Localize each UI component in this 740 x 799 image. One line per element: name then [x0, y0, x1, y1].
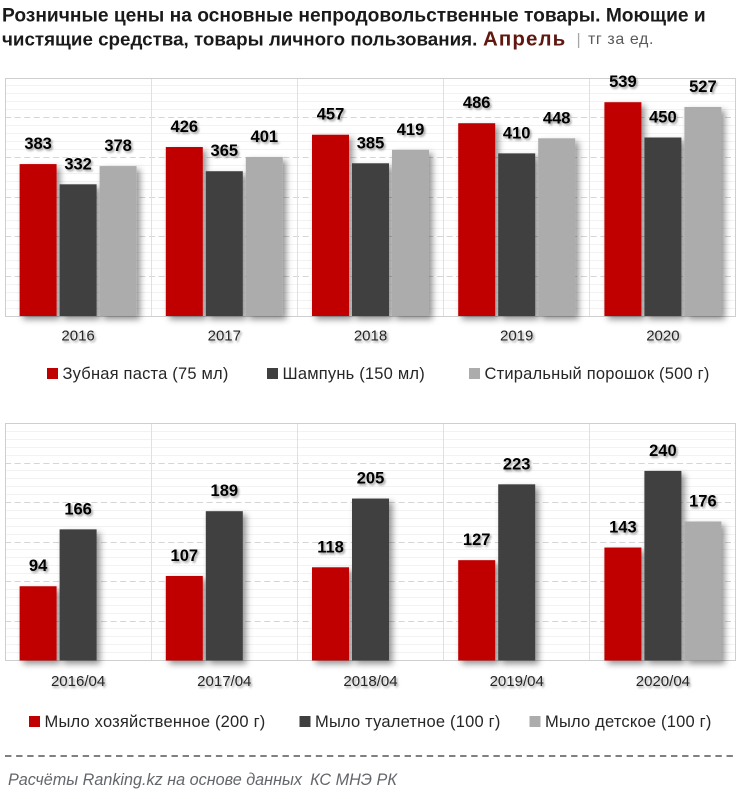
- svg-text:2016: 2016: [61, 328, 94, 345]
- svg-text:|: |: [577, 32, 581, 49]
- svg-text:94: 94: [29, 557, 48, 575]
- svg-text:чистящие средства, товары личн: чистящие средства, товары личного пользо…: [2, 29, 477, 50]
- svg-text:401: 401: [251, 128, 279, 146]
- svg-text:2019: 2019: [500, 328, 533, 345]
- svg-text:166: 166: [64, 500, 92, 518]
- svg-text:2017/04: 2017/04: [197, 673, 251, 690]
- svg-text:тг за ед.: тг за ед.: [588, 31, 654, 48]
- svg-text:2018: 2018: [354, 328, 387, 345]
- svg-text:Шампунь (150 мл): Шампунь (150 мл): [283, 365, 425, 383]
- svg-text:2016/04: 2016/04: [51, 673, 105, 690]
- svg-text:189: 189: [211, 482, 239, 500]
- svg-text:118: 118: [317, 538, 344, 556]
- svg-text:2018/04: 2018/04: [343, 673, 397, 690]
- svg-text:143: 143: [609, 519, 637, 537]
- svg-text:Зубная паста (75 мл): Зубная паста (75 мл): [63, 365, 229, 383]
- svg-text:Мыло хозяйственное (200 г): Мыло хозяйственное (200 г): [45, 713, 266, 731]
- svg-text:Мыло туалетное (100 г): Мыло туалетное (100 г): [315, 713, 501, 731]
- svg-text:457: 457: [317, 106, 345, 124]
- svg-text:205: 205: [357, 470, 385, 488]
- svg-text:Розничные цены на основные неп: Розничные цены на основные непродовольст…: [2, 6, 706, 27]
- svg-text:2020: 2020: [646, 328, 679, 345]
- svg-text:383: 383: [24, 135, 52, 153]
- svg-text:Мыло детское (100 г): Мыло детское (100 г): [545, 713, 712, 731]
- svg-text:378: 378: [104, 137, 132, 155]
- svg-text:240: 240: [649, 442, 677, 460]
- svg-text:Расчёты Ranking.kz на основе д: Расчёты Ranking.kz на основе данных КС М…: [8, 771, 398, 789]
- svg-text:Стиральный порошок (500 г): Стиральный порошок (500 г): [485, 365, 710, 383]
- svg-text:450: 450: [649, 109, 677, 127]
- svg-text:486: 486: [463, 94, 491, 112]
- svg-text:176: 176: [689, 492, 717, 510]
- svg-text:332: 332: [64, 155, 92, 173]
- svg-text:127: 127: [463, 531, 491, 549]
- svg-text:365: 365: [211, 142, 239, 160]
- svg-text:426: 426: [171, 118, 199, 136]
- svg-text:Апрель: Апрель: [483, 28, 566, 51]
- svg-text:419: 419: [397, 121, 425, 139]
- svg-text:527: 527: [689, 78, 717, 96]
- svg-text:448: 448: [543, 109, 571, 127]
- svg-text:223: 223: [503, 455, 531, 473]
- svg-text:107: 107: [171, 547, 199, 565]
- svg-text:2017: 2017: [208, 328, 241, 345]
- svg-text:410: 410: [503, 124, 531, 142]
- svg-text:2019/04: 2019/04: [490, 673, 544, 690]
- svg-text:385: 385: [357, 134, 385, 152]
- svg-text:539: 539: [609, 73, 637, 91]
- svg-text:2020/04: 2020/04: [636, 673, 690, 690]
